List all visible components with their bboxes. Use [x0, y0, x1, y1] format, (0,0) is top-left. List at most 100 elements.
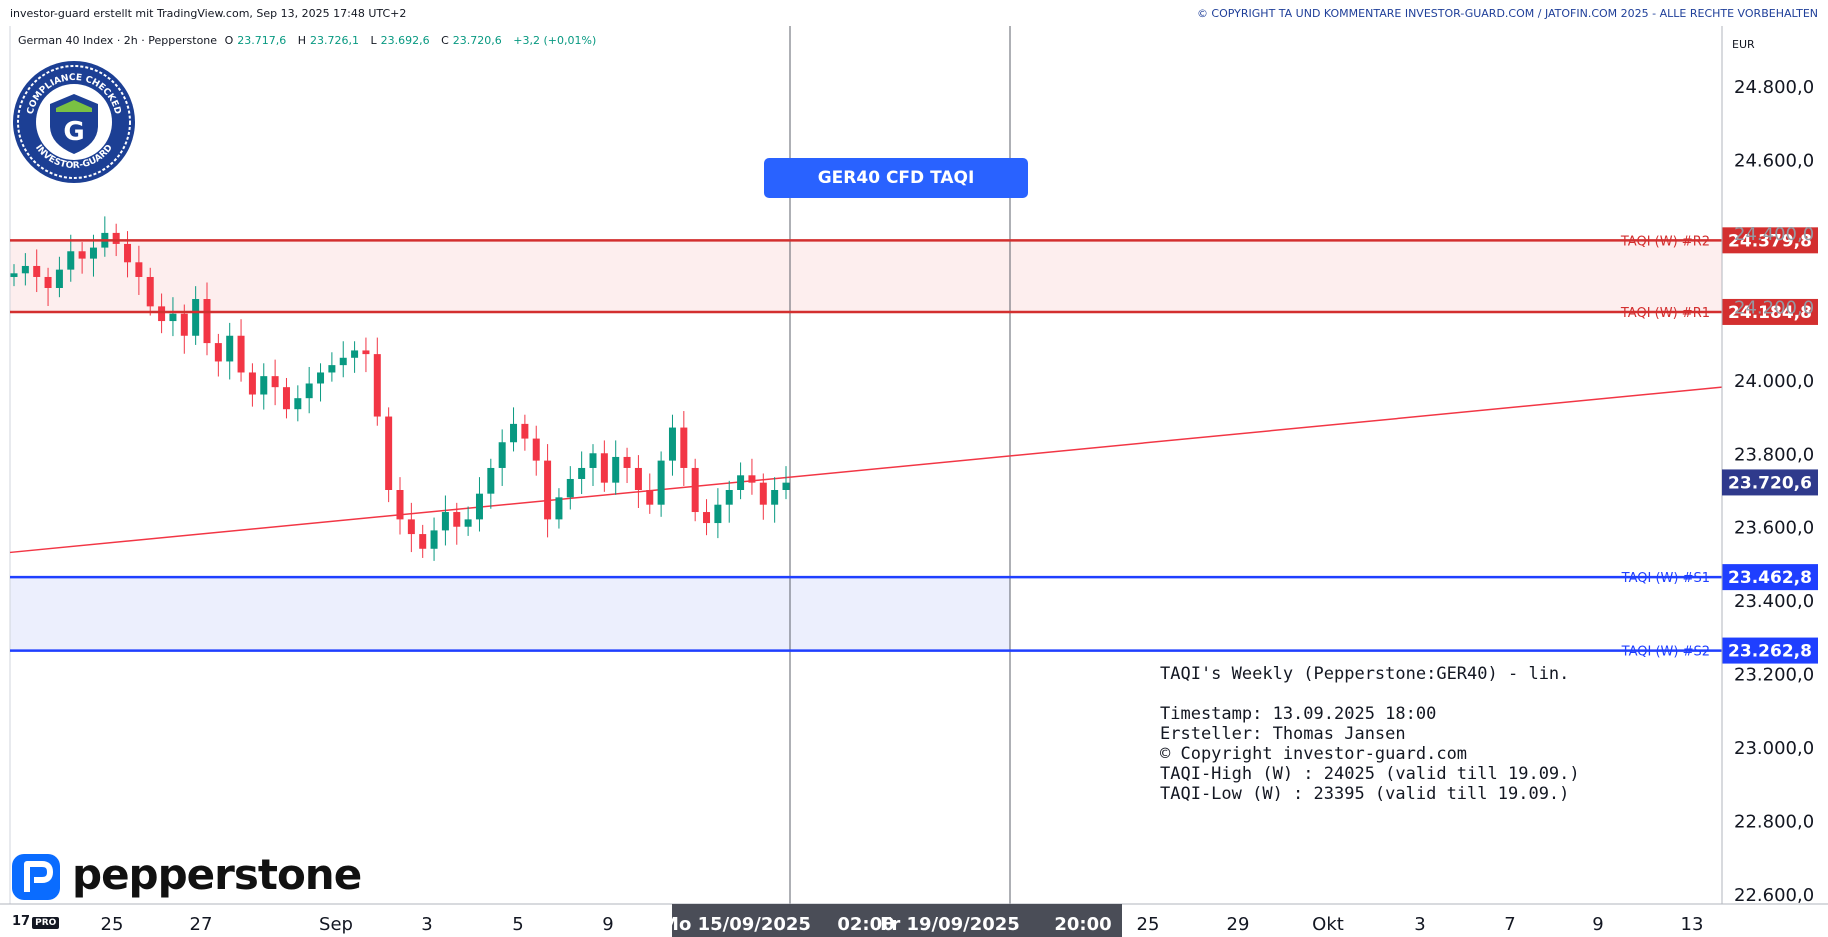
level-zones [10, 240, 1722, 651]
symbol-legend[interactable]: German 40 Index · 2h · Pepperstone O 23.7… [18, 34, 597, 47]
candle-body [680, 427, 688, 468]
last-price-text: 23.720,6 [1728, 473, 1812, 493]
last-price-badge [1722, 469, 1818, 496]
candle-body [782, 482, 790, 490]
pepperstone-logo-icon [12, 854, 60, 900]
price-tick-label: 24.600,0 [1734, 150, 1814, 171]
price-tick-label: 23.800,0 [1734, 444, 1814, 465]
currency-label[interactable]: EUR [1732, 38, 1755, 51]
candle-body [351, 350, 359, 358]
candle-body [737, 475, 745, 490]
time-tick-label: 7 [1504, 914, 1515, 935]
candle-body [112, 232, 120, 244]
time-tick-label: 3 [1414, 914, 1425, 935]
candle-body [158, 306, 166, 322]
level-price-badge [1722, 227, 1818, 254]
time-tick-label: 9 [602, 914, 613, 935]
price-tick-label: 22.800,0 [1734, 812, 1814, 833]
candle-body [498, 442, 506, 468]
candle-body [634, 467, 642, 490]
price-tick-label: 23.000,0 [1734, 738, 1814, 759]
candle-body [612, 456, 620, 483]
candle-body [21, 265, 29, 274]
candle-body [475, 493, 483, 520]
time-tick-label: 13 [1681, 914, 1704, 935]
candle-body [248, 372, 256, 395]
price-tick-label: 23.400,0 [1734, 591, 1814, 612]
info-line-taqi-high: TAQI-High (W) : 24025 (valid till 19.09.… [1160, 764, 1580, 784]
time-tick-label: 25 [101, 914, 124, 935]
candle-body [578, 467, 586, 479]
candle-body [555, 497, 563, 520]
candle-body [10, 273, 18, 277]
level-price-text: 24.379,8 [1728, 231, 1812, 251]
support-zone [10, 577, 1010, 651]
candle-body [725, 490, 733, 505]
price-tick-label: 24.200,0 [1734, 297, 1814, 318]
level-name-label: TAQI (W) #R2 [1620, 234, 1710, 249]
candle-body [339, 357, 347, 366]
candle-body [430, 530, 438, 549]
candle-body [759, 482, 767, 505]
candle-body [260, 376, 268, 395]
candle-body [521, 423, 529, 439]
time-tick-label: 9 [1592, 914, 1603, 935]
candle-body [748, 475, 756, 483]
snapshot-label: GER40 CFD TAQI SNAPSHOT [764, 158, 1028, 228]
trendline [9, 386, 1723, 554]
info-line-timestamp: Timestamp: 13.09.2025 18:00 [1160, 704, 1437, 724]
candle-body [396, 490, 404, 520]
level-name-label: TAQI (W) #S1 [1621, 571, 1710, 586]
candle-body [373, 354, 381, 417]
price-tick-label: 24.000,0 [1734, 371, 1814, 392]
candle-body [33, 265, 41, 277]
info-text-box: TAQI's Weekly (Pepperstone:GER40) - lin.… [1160, 664, 1580, 804]
candle-body [146, 276, 154, 307]
open-value: 23.717,6 [237, 34, 287, 47]
price-tick-label: 23.600,0 [1734, 518, 1814, 539]
time-range-highlight [672, 904, 1122, 937]
time-tick-label: 20:00 [1054, 914, 1111, 935]
candle-body [271, 376, 279, 388]
price-tick-label: 22.600,0 [1734, 885, 1814, 906]
candle-body [214, 343, 222, 362]
candle-body [407, 519, 415, 535]
level-price-badge [1722, 637, 1818, 664]
level-name-label: TAQI (W) #S2 [1621, 645, 1710, 660]
time-tick-label: Sep [319, 914, 353, 935]
candle-body [169, 313, 177, 322]
time-tick-label: 25 [1137, 914, 1160, 935]
candle-body [714, 504, 722, 524]
candle-body [691, 467, 699, 513]
candle-body [419, 534, 427, 549]
candle-body [328, 365, 336, 373]
level-price-badge [1722, 564, 1818, 591]
candle-body [532, 438, 540, 461]
candle-body [317, 372, 325, 384]
candle-body [589, 453, 597, 468]
candle-body [226, 335, 234, 362]
time-tick-label: 02:00 [837, 914, 894, 935]
level-lines: TAQI (W) #R2 24.379,8 TAQI (W) #R1 24.184,8… [10, 227, 1818, 664]
symbol-name: German 40 Index · 2h · Pepperstone [18, 34, 218, 47]
author-credit: investor-guard erstellt mit TradingView.… [10, 7, 407, 20]
candle-body [646, 490, 654, 505]
candle-body [44, 276, 52, 288]
candle-body [441, 512, 449, 531]
candle-body [180, 313, 188, 336]
candle-body [192, 299, 200, 336]
tradingview-logo[interactable]: 17 PRO [12, 914, 60, 929]
candle-body [55, 269, 63, 288]
close-value: 23.720,6 [452, 34, 502, 47]
candle-body [464, 519, 472, 527]
price-axis[interactable]: 24.800,0 24.600,0 24.400,0 24.200,0 24.000,0… [1721, 26, 1828, 906]
candle-body [453, 512, 461, 527]
compliance-seal-logo: G COMPLIANCE CHECKED INVESTOR-GUARD [13, 61, 135, 183]
header-bar: investor-guard erstellt mit TradingView.… [0, 0, 1828, 26]
candle-body [237, 335, 245, 373]
time-tick-label: Okt [1312, 914, 1344, 935]
candle-body [282, 387, 290, 410]
low-value: 23.692,6 [380, 34, 430, 47]
